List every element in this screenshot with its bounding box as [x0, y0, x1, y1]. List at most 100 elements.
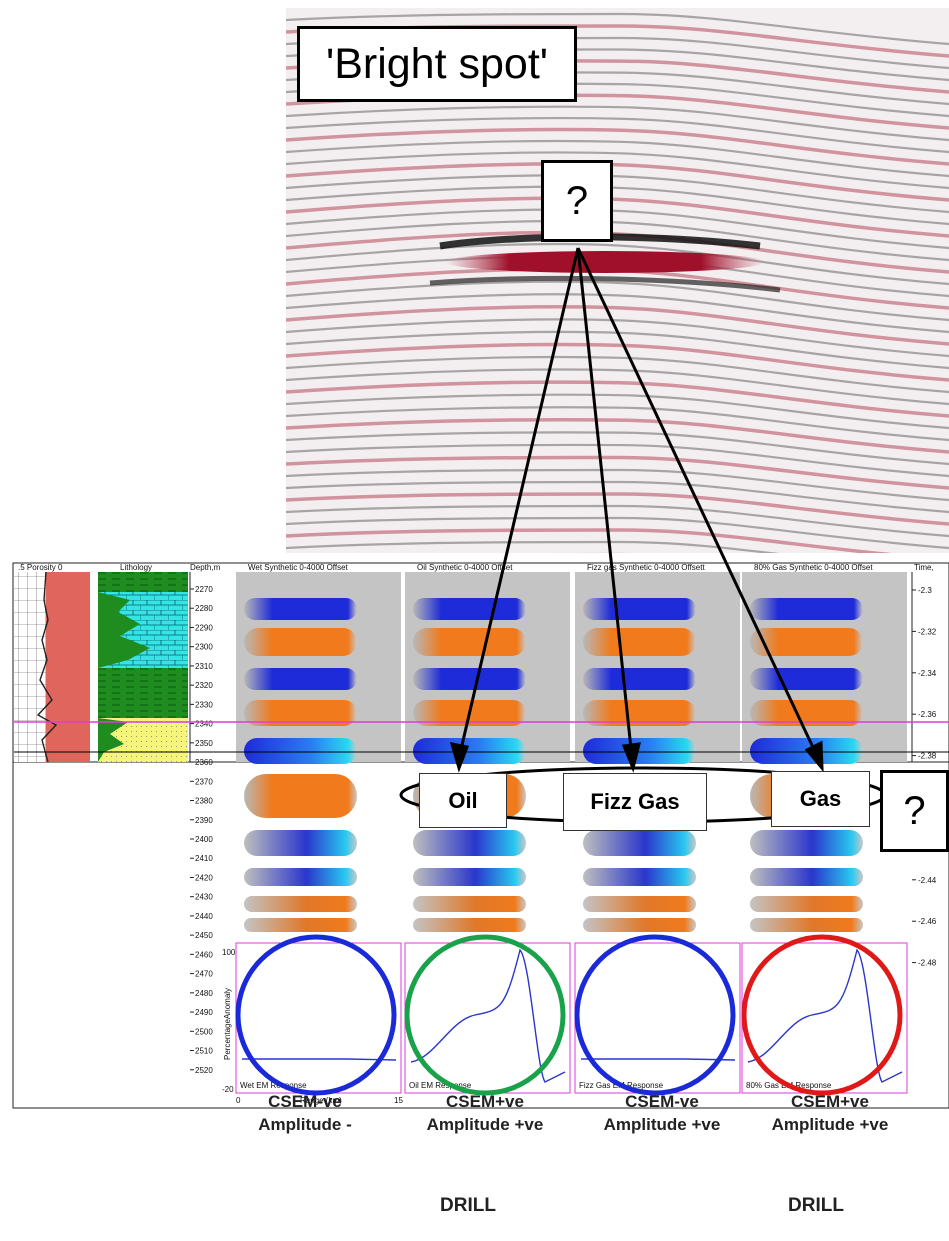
seismic-horizon [286, 105, 949, 142]
full-log-frame [12, 562, 949, 1109]
depth-tick-label: 2490 [195, 1008, 213, 1017]
synthetic-band [244, 738, 357, 764]
seismic-horizon [286, 330, 949, 370]
depth-tick-label: 2410 [195, 854, 213, 863]
synthetic-band [583, 598, 696, 620]
seismic-horizon [286, 380, 949, 418]
time-tick-label: -2.46 [918, 917, 937, 926]
lithology-limestone-shale-edge [98, 592, 150, 668]
em-circle-wet [235, 934, 397, 1096]
seismic-horizon [286, 151, 949, 190]
synthetic-band [244, 628, 357, 656]
seismic-horizon [286, 504, 949, 538]
porosity-track: .5 Porosity 0 [14, 563, 90, 763]
depth-tick-label: 2360 [195, 758, 213, 767]
time-tick-label: -2.32 [918, 627, 937, 636]
synthetic-band [583, 830, 696, 856]
synthetic-band [413, 830, 526, 856]
time-tick-label: -2.48 [918, 959, 937, 968]
seismic-horizon [286, 127, 949, 166]
seismic-horizon [286, 280, 949, 322]
depth-tick-label: 2390 [195, 816, 213, 825]
verdict-wet-line2: Amplitude - [258, 1115, 352, 1134]
time-tick-label: -2.38 [918, 752, 937, 761]
seismic-horizon [286, 208, 949, 250]
synthetic-band [244, 700, 357, 726]
synthetic-band [244, 774, 357, 818]
synthetic-band [750, 830, 863, 856]
seismic-horizon [286, 318, 949, 358]
arrow-to-gas [576, 247, 820, 759]
seismic-horizon [286, 468, 949, 502]
arrow-to-fizz-gas-head [621, 742, 641, 773]
synthetic-panel: Oil Synthetic 0-4000 Offset Oil EM Respon… [404, 563, 571, 1096]
verdict-fizz-line2: Amplitude +ve [603, 1115, 721, 1134]
seismic-horizon [286, 139, 949, 178]
lithology-header: Lithology [120, 563, 152, 572]
arrow-to-gas-head [804, 740, 824, 773]
depth-tick-label: 2420 [195, 873, 213, 882]
synthetic-title: Oil Synthetic 0-4000 Offset [417, 563, 513, 572]
seismic-horizon [286, 406, 949, 442]
depth-tick-label: 2460 [195, 950, 213, 959]
seismic-horizon [286, 418, 949, 454]
seismic-horizon [286, 293, 949, 334]
em-xlabel: Range (km) [300, 1096, 342, 1105]
lithology-track: Lithology [98, 563, 188, 762]
synthetic-band [583, 738, 696, 764]
seismic-horizon [286, 443, 949, 478]
question-callout-right: ? [880, 770, 949, 852]
em-xtick-left: 0 [236, 1096, 241, 1105]
synthetic-band [750, 628, 863, 656]
fluid-label-fizz-gas: Fizz Gas [563, 773, 707, 831]
depth-tick-label: 2400 [195, 835, 213, 844]
lithology-shale-top [98, 572, 188, 592]
synthetic-band [583, 868, 696, 886]
seismic-horizon [286, 480, 949, 514]
em-circle-fizz [574, 934, 736, 1096]
depth-tick-label: 2450 [195, 931, 213, 940]
seismic-horizon [286, 305, 949, 346]
em-response-label: Wet EM Response [240, 1081, 307, 1090]
verdict-gas-line2: Amplitude +ve [771, 1115, 889, 1134]
seismic-horizon [286, 174, 949, 214]
synthetic-band [413, 668, 526, 690]
seismic-horizon [286, 455, 949, 490]
synthetic-panel: Wet Synthetic 0-4000 Offset Wet EM Respon… [235, 563, 402, 1096]
bright-spot-callout: 'Bright spot' [297, 26, 577, 102]
depth-tick-label: 2310 [195, 662, 213, 671]
seismic-horizon [286, 431, 949, 466]
depth-tick-label: 2350 [195, 739, 213, 748]
seismic-horizon [286, 393, 949, 430]
em-ytick-top: 100 [222, 948, 236, 957]
seismic-horizon [286, 528, 892, 553]
em-response-curve [410, 948, 566, 1083]
verdict-wet-line1: CSEM-ve [268, 1092, 342, 1111]
synthetic-band [583, 918, 696, 932]
fluid-label-oil: Oil [419, 773, 507, 828]
question-callout-top: ? [541, 160, 613, 242]
lithology-shale-mid [98, 668, 188, 718]
seismic-horizon [286, 185, 949, 226]
time-tick-label: -2.36 [918, 710, 937, 719]
seismic-horizon [286, 219, 949, 262]
seismic-horizon [286, 117, 949, 154]
depth-scale: Depth,m 2270 2280 2290 2300 2310 2320 2330 2340… [189, 563, 221, 1075]
depth-tick-label: 2270 [195, 585, 213, 594]
seismic-horizon [286, 196, 949, 238]
synthetic-band [750, 896, 863, 912]
verdict-gas: CSEM+ve Amplitude +ve [750, 1090, 910, 1136]
em-response-label: Oil EM Response [409, 1081, 472, 1090]
drill-label-gas: DRILL [788, 1195, 844, 1216]
synthetic-band [413, 598, 526, 620]
synthetic-band [413, 628, 526, 656]
depth-tick-label: 2290 [195, 623, 213, 632]
synthetic-title: Wet Synthetic 0-4000 Offset [248, 563, 349, 572]
synthetic-band [583, 896, 696, 912]
em-xtick-right: 15 [394, 1096, 403, 1105]
em-circle-oil [404, 934, 566, 1096]
synthetic-band [750, 918, 863, 932]
verdict-oil: CSEM+ve Amplitude +ve [405, 1090, 565, 1136]
synthetic-band [583, 628, 696, 656]
well-log-panel: .5 Porosity 0 Lithology Depth,m 2270 2280… [12, 562, 949, 1109]
